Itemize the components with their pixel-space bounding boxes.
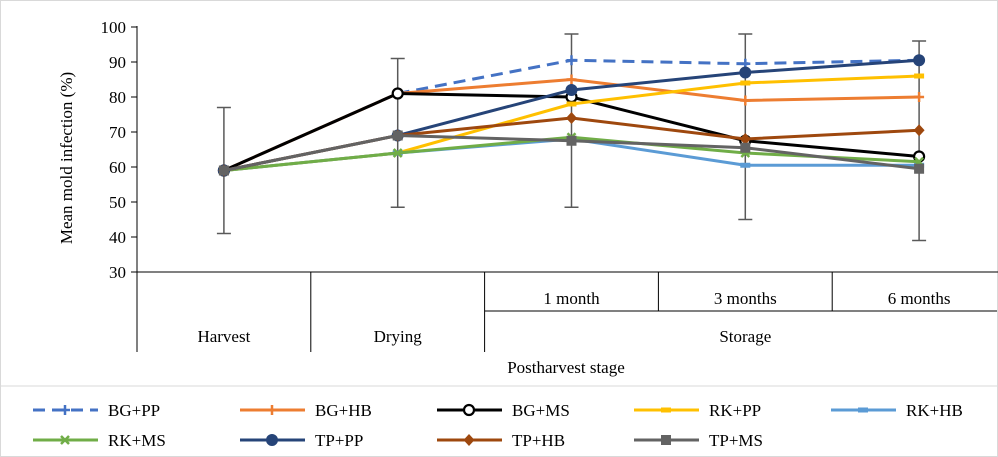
data-point — [566, 135, 577, 146]
data-point — [392, 130, 403, 141]
legend-item: RK+MS — [33, 431, 166, 450]
data-point — [914, 73, 925, 79]
legend-item: TP+PP — [240, 431, 363, 450]
x-sublabel: 6 months — [888, 289, 951, 308]
data-point — [913, 124, 925, 137]
data-point — [740, 162, 751, 168]
y-axis-label: Mean mold infection (%) — [57, 72, 76, 244]
y-tick-label: 50 — [109, 193, 126, 212]
data-point — [565, 84, 578, 96]
data-point — [566, 101, 577, 107]
data-point — [913, 54, 926, 67]
legend-item: BG+MS — [437, 401, 570, 420]
y-tick-label: 90 — [109, 53, 126, 72]
data-point — [739, 133, 751, 145]
data-point — [740, 95, 751, 106]
data-point — [739, 66, 752, 79]
y-tick-label: 80 — [109, 88, 126, 107]
series-tp-ms — [218, 130, 925, 176]
data-point — [661, 407, 671, 413]
legend-item: TP+MS — [634, 431, 763, 450]
data-point — [60, 405, 70, 415]
x-group-label: Storage — [719, 327, 771, 346]
legend-item: TP+HB — [437, 431, 565, 450]
data-point — [463, 434, 475, 446]
data-point — [566, 74, 577, 85]
x-sublabel: 1 month — [543, 289, 600, 308]
legend-label: RK+MS — [108, 431, 166, 450]
data-point — [392, 148, 403, 158]
data-point — [566, 55, 577, 66]
series-lines — [217, 54, 926, 177]
data-point — [914, 163, 925, 174]
legend: BG+PP BG+HB BG+MS RK+PP RK+HB RK+MS TP+PP TP+HB… — [0, 385, 998, 450]
data-point — [462, 403, 476, 417]
data-point — [740, 142, 751, 153]
legend-label: RK+PP — [709, 401, 761, 420]
data-point — [60, 435, 70, 445]
legend-label: TP+MS — [709, 431, 763, 450]
legend-item: BG+PP — [33, 401, 160, 420]
legend-item: RK+PP — [634, 401, 761, 420]
data-point — [858, 407, 868, 413]
data-point — [661, 435, 671, 445]
y-tick-label: 70 — [109, 123, 126, 142]
y-tick-label: 100 — [101, 18, 127, 37]
legend-label: TP+HB — [512, 431, 565, 450]
y-tick-label: 30 — [109, 263, 126, 282]
legend-label: TP+PP — [315, 431, 363, 450]
legend-label: BG+HB — [315, 401, 372, 420]
x-group-label: Drying — [374, 327, 423, 346]
legend-label: RK+HB — [906, 401, 963, 420]
axes: 30 40 50 60 70 80 90 100 — [101, 18, 998, 282]
data-point — [266, 434, 278, 446]
x-axis-label: Postharvest stage — [507, 358, 625, 377]
data-point — [391, 87, 404, 100]
legend-label: BG+MS — [512, 401, 570, 420]
y-tick-label: 40 — [109, 228, 126, 247]
category-axis: 1 month 3 months 6 months Harvest Drying Stor… — [136, 272, 997, 352]
x-sublabel: 3 months — [714, 289, 777, 308]
legend-item: BG+HB — [240, 401, 372, 420]
data-point — [740, 80, 751, 86]
data-point — [566, 112, 577, 124]
legend-item: RK+HB — [831, 401, 963, 420]
data-point — [267, 405, 277, 415]
y-tick-label: 60 — [109, 158, 126, 177]
data-point — [218, 165, 229, 176]
data-point — [914, 92, 925, 102]
x-group-label: Harvest — [197, 327, 250, 346]
legend-label: BG+PP — [108, 401, 160, 420]
